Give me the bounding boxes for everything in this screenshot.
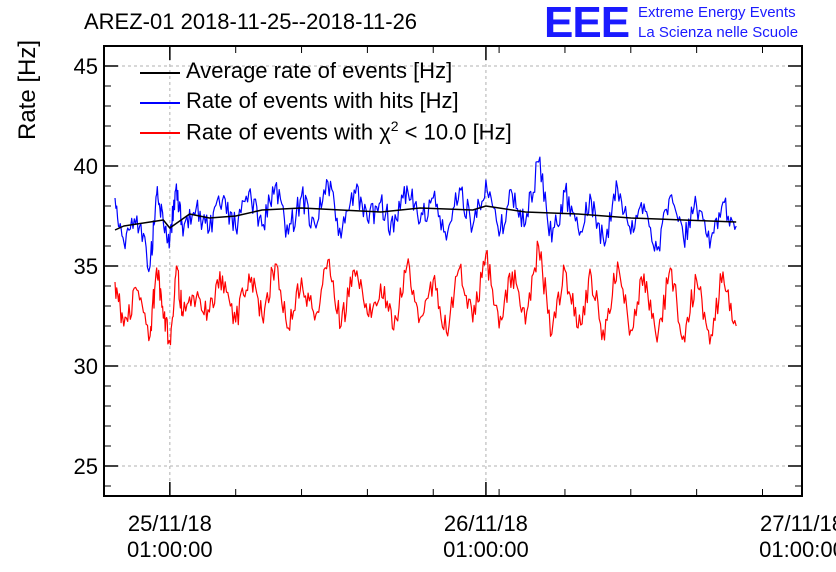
series-line-average [114, 205, 737, 231]
chart-title: AREZ-01 2018-11-25--2018-11-26 [84, 9, 418, 34]
series-line-hits [114, 156, 737, 273]
x-tick-date: 27/11/18 [760, 511, 836, 536]
logo-line-2: La Scienza nelle Scuole [638, 24, 799, 41]
legend-label-hits: Rate of events with hits [Hz] [186, 88, 459, 113]
legend-label-average: Average rate of events [Hz] [186, 58, 453, 83]
y-tick-label: 25 [74, 454, 98, 479]
axis-ticks [103, 45, 803, 496]
y-tick-label: 40 [74, 154, 98, 179]
eee-logo: EEE Extreme Energy Events La Scienza nel… [544, 0, 834, 46]
y-tick-label: 30 [74, 354, 98, 379]
series-layer [114, 156, 737, 346]
x-tick-time: 01:00:00 [759, 537, 836, 562]
legend-label-chi2: Rate of events with χ2 < 10.0 [Hz] [186, 118, 512, 145]
y-axis-label: Rate [Hz] [14, 39, 41, 140]
tick-labels: 253035404525/11/1801:00:0026/11/1801:00:… [74, 54, 836, 562]
logo-line-1: Extreme Energy Events [638, 4, 796, 21]
x-tick-date: 26/11/18 [444, 511, 528, 536]
y-tick-label: 35 [74, 254, 98, 279]
x-tick-time: 01:00:00 [443, 537, 529, 562]
eee-logo-mark: EEE [544, 0, 630, 47]
legend-swatch-average [140, 72, 180, 74]
x-tick-date: 25/11/18 [128, 511, 212, 536]
plot-frame [103, 45, 803, 497]
x-tick-time: 01:00:00 [127, 537, 213, 562]
y-tick-label: 45 [74, 54, 98, 79]
series-line-chi2 [114, 240, 737, 346]
legend-swatch-hits [140, 102, 180, 104]
legend-swatch-chi2 [140, 132, 180, 134]
